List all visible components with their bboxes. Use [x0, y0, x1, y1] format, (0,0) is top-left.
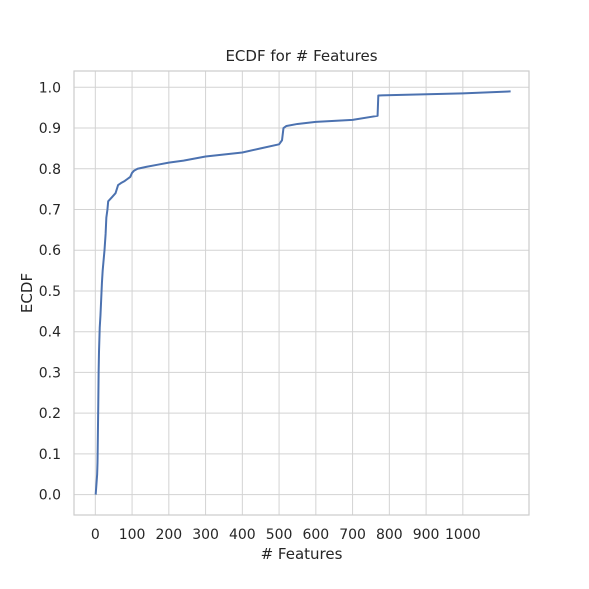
y-tick-label: 0.0	[39, 488, 61, 504]
ecdf-line	[94, 90, 511, 495]
x-tick-labels: 0 100 200 300 400 500 600 700 800 900 1000	[91, 527, 481, 543]
x-tick-label: 400	[229, 527, 256, 543]
x-tick-label: 800	[376, 527, 403, 543]
x-axis-label: # Features	[261, 545, 343, 563]
y-tick-label: 0.6	[39, 243, 61, 259]
y-axis-label: ECDF	[18, 273, 36, 313]
x-tick-label: 500	[266, 527, 293, 543]
y-tick-label: 0.2	[39, 406, 61, 422]
y-tick-labels: 0.0 0.1 0.2 0.3 0.4 0.5 0.6 0.7 0.8 0.9 1.0	[39, 80, 61, 503]
x-tick-label: 700	[339, 527, 366, 543]
y-tick-label: 0.1	[39, 447, 61, 463]
y-tick-label: 0.3	[39, 365, 61, 381]
x-tick-label: 1000	[445, 527, 481, 543]
x-tick-label: 0	[91, 527, 100, 543]
y-tick-label: 0.7	[39, 202, 61, 218]
y-tick-label: 1.0	[39, 80, 61, 96]
x-tick-label: 600	[302, 527, 329, 543]
x-tick-label: 100	[119, 527, 146, 543]
x-tick-label: 900	[413, 527, 440, 543]
chart-title: ECDF for # Features	[225, 47, 377, 65]
plot-frame	[73, 70, 530, 516]
y-tick-label: 0.8	[39, 162, 61, 178]
y-tick-label: 0.4	[39, 325, 61, 341]
x-tick-label: 300	[192, 527, 219, 543]
x-tick-label: 200	[155, 527, 182, 543]
y-tick-label: 0.5	[39, 284, 61, 300]
grid-lines	[74, 71, 529, 515]
series-layer	[94, 90, 511, 495]
y-tick-label: 0.9	[39, 121, 61, 137]
